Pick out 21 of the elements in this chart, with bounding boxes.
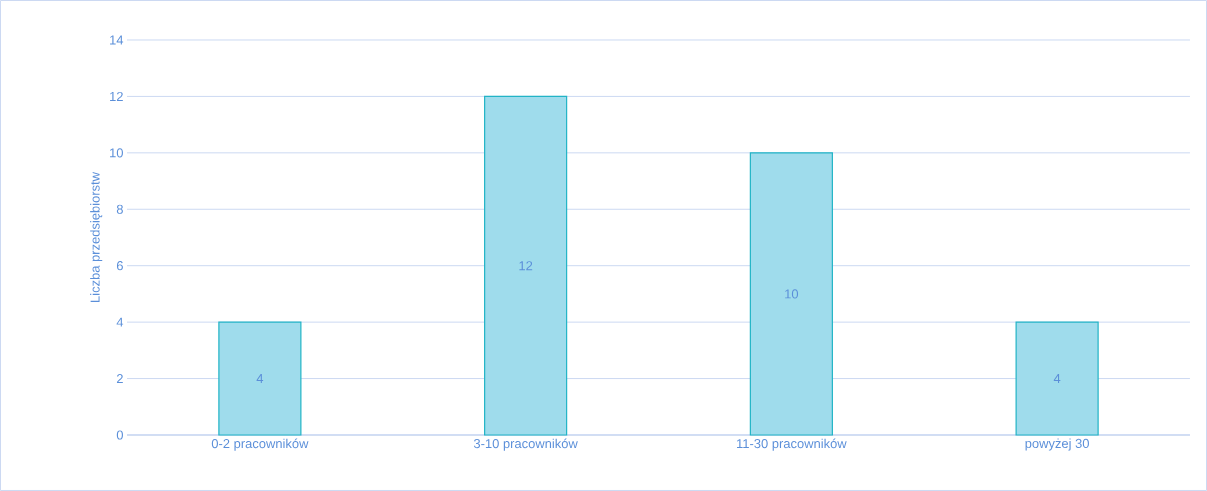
data-label: 12: [519, 261, 533, 271]
data-label: 4: [256, 374, 264, 384]
y-tick-label: 6: [116, 261, 123, 271]
bar: [1015, 321, 1099, 436]
y-tick-label: 10: [110, 148, 123, 158]
bar: [218, 321, 302, 436]
y-axis-title: Liczba przedsiębiorstw: [90, 171, 103, 302]
y-tick-label: 2: [116, 374, 123, 384]
x-tick-label: 3-10 pracowników: [473, 438, 578, 451]
x-tick-label: 0-2 pracowników: [211, 438, 309, 451]
bar: [484, 95, 568, 436]
data-label: 4: [1053, 374, 1061, 384]
y-tick-label: 0: [116, 430, 123, 440]
y-tick-label: 14: [110, 35, 124, 45]
y-tick-label: 4: [116, 317, 124, 327]
y-tick-label: 12: [110, 91, 123, 101]
x-tick-label: 11-30 pracowników: [737, 438, 847, 451]
y-tick-label: 8: [116, 204, 123, 214]
x-tick-label: powyżej 30: [1025, 438, 1089, 451]
bar: [749, 152, 833, 436]
data-label: 10: [785, 289, 799, 299]
